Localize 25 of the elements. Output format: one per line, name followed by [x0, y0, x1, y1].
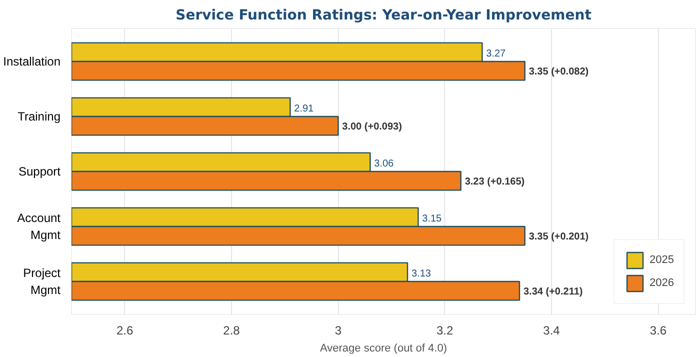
- x-tick-label: 2.6: [116, 324, 134, 338]
- legend-label: 2026: [650, 277, 674, 289]
- legend-label: 2025: [650, 254, 674, 266]
- data-label: 3.15: [422, 214, 442, 225]
- data-label: 3.35 (+0.082): [528, 66, 589, 78]
- data-label: 3.13: [412, 268, 432, 280]
- data-label: 3.35 (+0.201): [528, 231, 589, 242]
- data-label: 3.23 (+0.165): [464, 176, 525, 188]
- x-tick-label: 3.2: [436, 324, 454, 338]
- x-tick-label: 3.4: [543, 324, 560, 338]
- x-tick-label: 3.6: [650, 324, 667, 338]
- x-tick-label: 3: [334, 324, 342, 338]
- y-tick-label: Installation: [3, 54, 61, 68]
- chart-title: Service Function Ratings: Year-on-Year Improvement: [176, 8, 592, 24]
- data-label: 3.00 (+0.093): [342, 121, 402, 132]
- data-label: 2.91: [294, 104, 314, 115]
- data-label: 3.34 (+0.211): [524, 286, 583, 298]
- data-label: 3.06: [374, 158, 394, 170]
- y-tick-label: Account Mgmt: [17, 211, 62, 242]
- y-tick-label: Training: [18, 110, 61, 124]
- y-tick-label: Support: [18, 164, 62, 178]
- x-tick-label: 2.8: [223, 324, 240, 338]
- data-label: 3.27: [486, 48, 506, 60]
- x-axis-title: Average score (out of 4.0): [320, 342, 447, 354]
- y-tick-label: Project Mgmt: [23, 266, 62, 297]
